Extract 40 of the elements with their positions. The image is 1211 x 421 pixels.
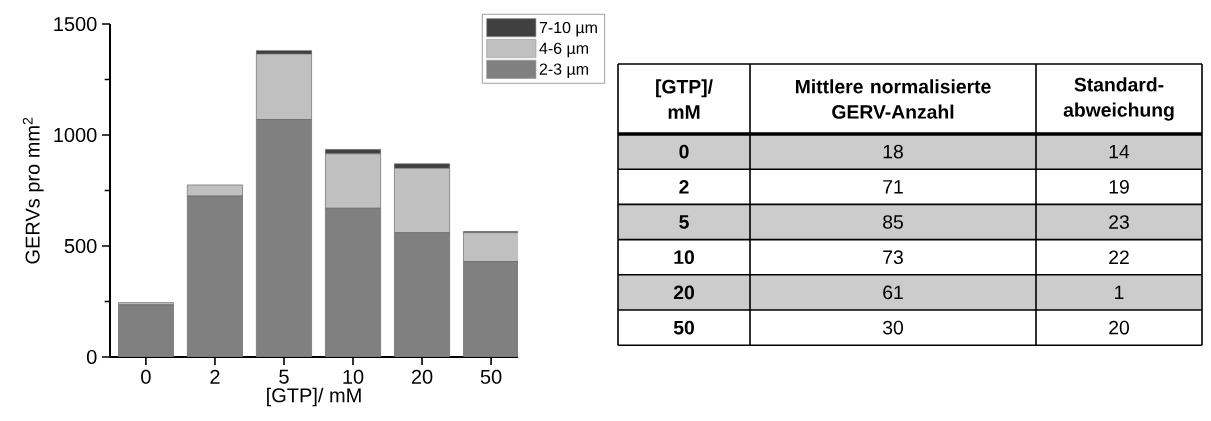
x-tick-label: 2: [210, 369, 220, 384]
text: 19: [1109, 179, 1129, 194]
bar: [463, 232, 518, 262]
text: 50: [673, 320, 694, 335]
x-tick-label: 20: [411, 369, 433, 384]
x-tick-label: 50: [480, 369, 502, 384]
text: [GTP]/ mM: [656, 79, 713, 119]
legend-label: 2-3 µm: [539, 63, 588, 78]
y-tick-label: 500: [64, 238, 97, 254]
text: 85: [883, 215, 903, 229]
y-tick-label: 1500: [54, 16, 97, 32]
text: 30: [882, 320, 903, 335]
x-tick-label: 10: [343, 369, 364, 384]
bar: [394, 167, 450, 234]
legend-label: 4-6 µm: [539, 42, 588, 58]
bar: [256, 53, 312, 120]
text: 1: [1115, 285, 1124, 300]
text: Mittlere normalisierte GERV-Anzahl: [796, 79, 991, 119]
text: 2: [679, 180, 689, 194]
text: 18: [883, 144, 903, 159]
text: 14: [1109, 144, 1130, 159]
text: 61: [883, 285, 903, 300]
y-axis-title: GERVs pro mm$^{2}$: [22, 117, 44, 264]
legend-label: 7-10 µm: [539, 21, 597, 37]
text: 20: [1109, 320, 1129, 335]
text: Standard-abweichung: [1063, 77, 1174, 121]
text: 23: [1109, 215, 1129, 229]
text: 73: [883, 250, 903, 265]
text: 22: [1109, 250, 1129, 264]
x-axis-title: [GTP]/ mM: [267, 387, 361, 407]
bar: [325, 153, 381, 209]
y-tick-label: 0: [86, 349, 97, 365]
x-tick-label: 5: [279, 369, 289, 384]
y-tick-label: 1000: [54, 127, 97, 143]
text: 0: [679, 144, 689, 159]
text: 71: [883, 180, 903, 194]
x-tick-label: 0: [141, 369, 151, 384]
text: 20: [673, 285, 694, 300]
text: 5: [679, 215, 689, 229]
text: 10: [674, 250, 694, 265]
